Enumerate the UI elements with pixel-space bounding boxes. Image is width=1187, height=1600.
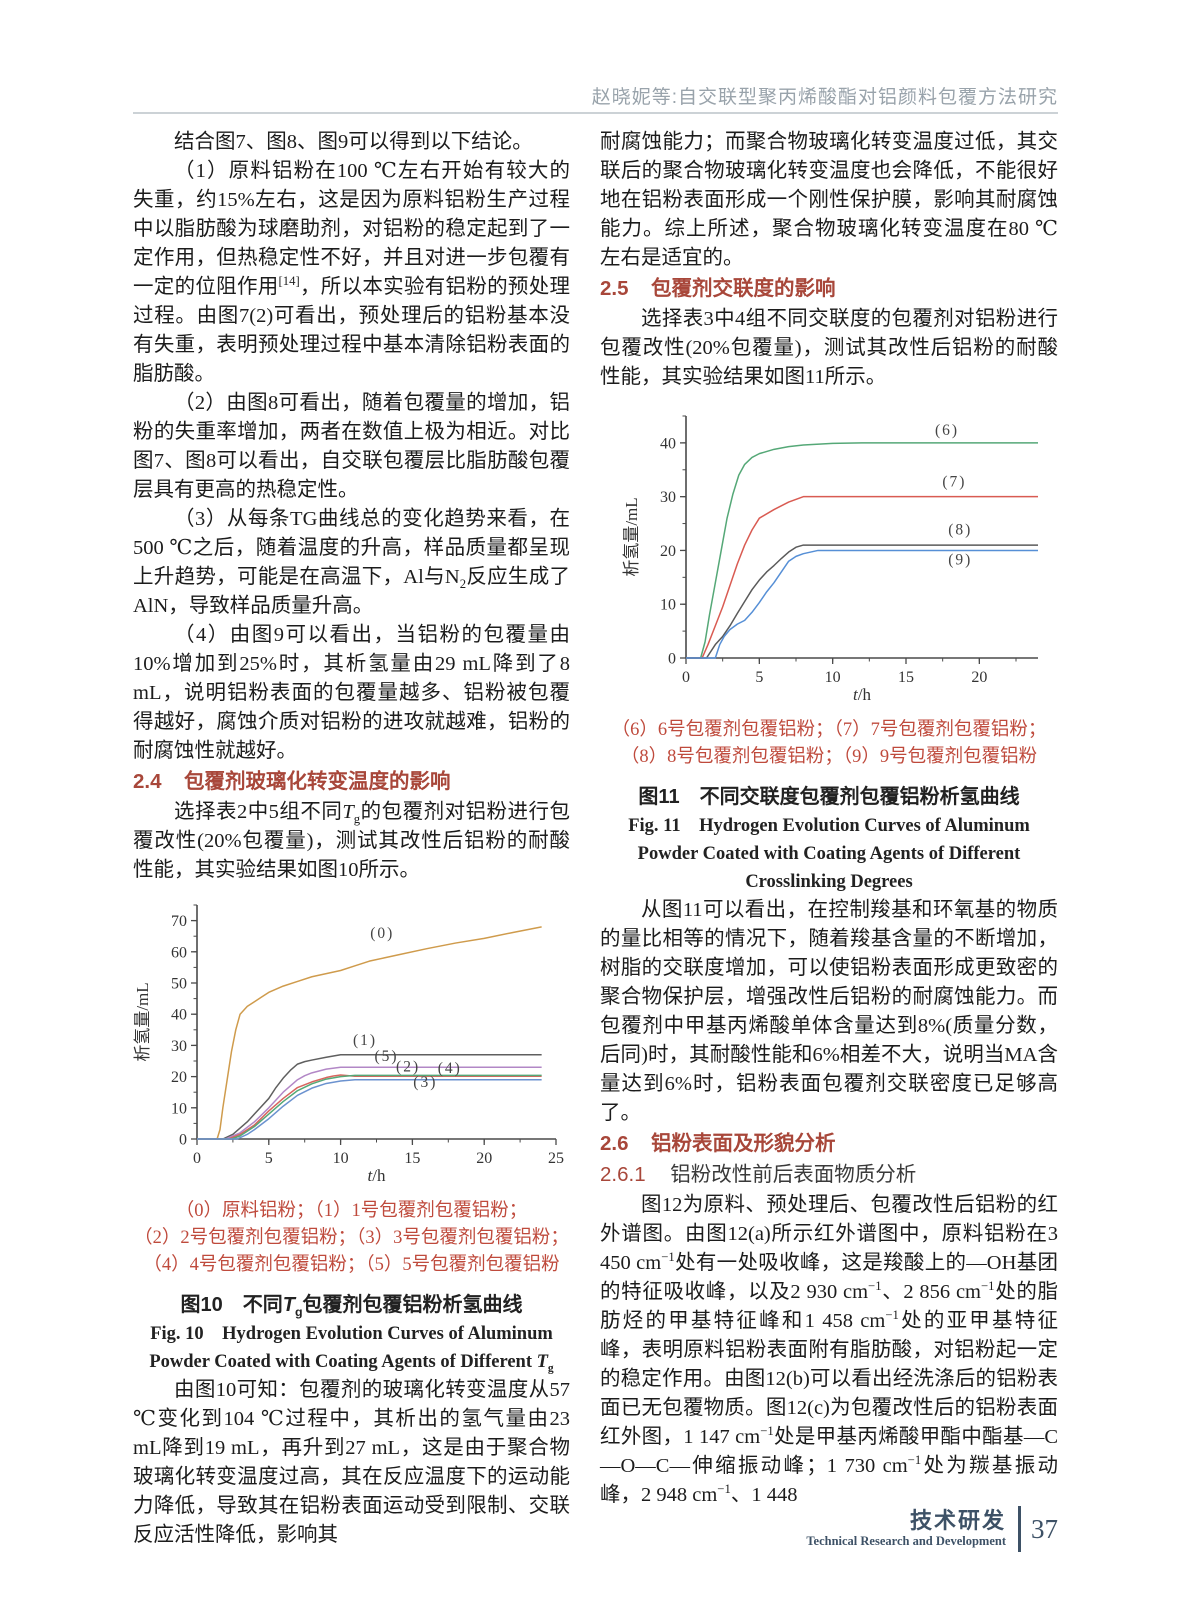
svg-text:20: 20 <box>971 669 987 686</box>
footer-section-labels: 技术研发 Technical Research and Development <box>806 1509 1006 1549</box>
svg-text:20: 20 <box>171 1069 187 1086</box>
header-rule <box>133 112 1058 114</box>
figure-10-chart-container: 0 5 10 15 20 25 0 10 20 30 40 50 60 70 析氢量/mL t/h (0) (1)… <box>133 895 570 1192</box>
svg-text:(5): (5) <box>375 1048 399 1065</box>
svg-text:40: 40 <box>171 1007 187 1024</box>
figure-legend-line: （8）8号包覆剂包覆铝粉；（9）9号包覆剂包覆铝粉 <box>620 747 1038 767</box>
svg-text:t/h: t/h <box>853 685 871 704</box>
svg-text:5: 5 <box>265 1150 273 1167</box>
svg-text:析氢量/mL: 析氢量/mL <box>133 982 152 1061</box>
svg-text:60: 60 <box>171 944 187 961</box>
svg-text:(0): (0) <box>370 925 394 942</box>
svg-text:50: 50 <box>171 976 187 993</box>
svg-text:0: 0 <box>193 1150 201 1167</box>
figure-legend-line: （0）原料铝粉；（1）1号包覆剂包覆铝粉； <box>175 1201 528 1221</box>
svg-text:5: 5 <box>755 669 763 686</box>
section-title: 铝粉表面及形貌分析 <box>651 1132 836 1155</box>
svg-text:(3): (3) <box>413 1074 437 1091</box>
svg-text:(8): (8) <box>948 521 972 538</box>
footer-section-en: Technical Research and Development <box>806 1534 1006 1548</box>
paragraph-section-2-4: 选择表2中5组不同Tg的包覆剂对铝粉进行包覆改性(20%包覆量)，测试其改性后铝… <box>133 801 571 881</box>
svg-text:30: 30 <box>171 1038 187 1055</box>
paragraph-section-2-6: 图12为原料、预处理后、包覆改性后铝粉的红外谱图。由图12(a)所示红外谱图中，… <box>600 1194 1059 1506</box>
figure-legend-line: （2）2号包覆剂包覆铝粉；（3）3号包覆剂包覆铝粉； <box>134 1228 569 1248</box>
section-number: 2.6 <box>600 1132 629 1155</box>
figure-10-caption-cn: 图10 不同Tg包覆剂包覆铝粉析氢曲线 <box>180 1294 523 1319</box>
svg-text:(2): (2) <box>396 1058 420 1075</box>
right-column: 耐腐蚀能力；而聚合物玻璃化转变温度过低，其交联后的聚合物玻璃化转变温度也会降低，… <box>600 128 1058 1550</box>
section-title: 包覆剂交联度的影响 <box>651 277 836 300</box>
section-heading-2-4: 2.4 包覆剂玻璃化转变温度的影响 <box>133 767 570 797</box>
figure-10-caption-en: Fig. 10 Hydrogen Evolution Curves of Alu… <box>149 1324 554 1375</box>
section-heading-2-6-1: 2.6.1 铝粉改性前后表面物质分析 <box>600 1160 1058 1190</box>
figure-legend-line: （4）4号包覆剂包覆铝粉；（5）5号包覆剂包覆铝粉 <box>143 1255 560 1275</box>
paragraph-conclusion-3: （3）从每条TG曲线总的变化趋势来看，在500 ℃之后，随着温度的升高，样品质量… <box>133 508 571 617</box>
svg-text:(7): (7) <box>942 473 966 490</box>
section-heading-2-6: 2.6 铝粉表面及形貌分析 <box>600 1129 1058 1159</box>
svg-text:30: 30 <box>660 489 676 506</box>
paragraph-conclusion-2: （2）由图8可看出，随着包覆量的增加，铝粉的失重率增加，两者在数值上极为相近。对… <box>133 392 570 501</box>
svg-text:(1): (1) <box>353 1032 377 1049</box>
svg-text:t/h: t/h <box>368 1166 386 1185</box>
section-title: 包覆剂玻璃化转变温度的影响 <box>184 770 451 793</box>
paragraph-conclusion-1: （1）原料铝粉在100 ℃左右开始有较大的失重，约15%左右，这是因为原料铝粉生… <box>133 160 571 385</box>
section-heading-2-5: 2.5 包覆剂交联度的影响 <box>600 274 1058 304</box>
page-footer: 技术研发 Technical Research and Development … <box>806 1506 1058 1552</box>
paragraph-section-2-5: 选择表3中4组不同交联度的包覆剂对铝粉进行包覆改性(20%包覆量)，测试其改性后… <box>600 308 1058 388</box>
paragraph-after-figure-10: 由图10可知：包覆剂的玻璃化转变温度从57 ℃变化到104 ℃过程中，其析出的氢… <box>133 1379 570 1546</box>
svg-text:15: 15 <box>898 669 914 686</box>
figure-11-legend: （6）6号包覆剂包覆铝粉；（7）7号包覆剂包覆铝粉； （8）8号包覆剂包覆铝粉；… <box>600 717 1058 771</box>
svg-text:10: 10 <box>171 1100 187 1117</box>
svg-text:10: 10 <box>660 597 676 614</box>
section-title: 铝粉改性前后表面物质分析 <box>670 1163 917 1186</box>
figure-legend-line: （6）6号包覆剂包覆铝粉；（7）7号包覆剂包覆铝粉； <box>611 720 1047 740</box>
svg-text:0: 0 <box>682 669 690 686</box>
footer-section-cn: 技术研发 <box>909 1508 1006 1533</box>
figure-11-caption-en: Fig. 11 Hydrogen Evolution Curves of Alu… <box>628 816 1030 892</box>
figure-11: 0 5 10 15 20 0 10 20 30 40 析氢量/mL t/h (6) (7) (8) (9) （… <box>600 406 1058 896</box>
article-body: 结合图7、图8、图9可以得到以下结论。 （1）原料铝粉在100 ℃左右开始有较大… <box>133 128 1058 1550</box>
section-number: 2.6.1 <box>600 1163 646 1186</box>
page-number: 37 <box>1031 1513 1058 1544</box>
figure-11-chart: 0 5 10 15 20 0 10 20 30 40 析氢量/mL t/h (6) (7) (8) (9) <box>622 415 1038 704</box>
svg-text:15: 15 <box>404 1150 420 1167</box>
section-number: 2.4 <box>133 770 162 793</box>
svg-text:20: 20 <box>476 1150 492 1167</box>
figure-10-chart: 0 5 10 15 20 25 0 10 20 30 40 50 60 70 析氢量/mL t/h (0) (1)… <box>133 904 564 1185</box>
footer-divider <box>1018 1506 1021 1552</box>
figure-10-legend: （0）原料铝粉；（1）1号包覆剂包覆铝粉； （2）2号包覆剂包覆铝粉；（3）3号… <box>133 1198 570 1279</box>
svg-text:25: 25 <box>548 1150 564 1167</box>
svg-text:(6): (6) <box>935 422 959 439</box>
svg-text:0: 0 <box>179 1132 187 1149</box>
paragraph-conclusion-4: （4）由图9可以看出，当铝粉的包覆量由10%增加到25%时，其析氢量由29 mL… <box>133 624 570 762</box>
svg-text:20: 20 <box>660 543 676 560</box>
svg-text:(9): (9) <box>948 551 972 568</box>
svg-text:0: 0 <box>668 651 676 668</box>
figure-11-caption-cn: 图11 不同交联度包覆剂包覆铝粉析氢曲线 <box>638 786 1020 808</box>
svg-text:10: 10 <box>825 669 841 686</box>
svg-text:(4): (4) <box>438 1060 462 1077</box>
running-header-title: 赵晓妮等:自交联型聚丙烯酸酯对铝颜料包覆方法研究 <box>591 87 1058 108</box>
svg-text:析氢量/mL: 析氢量/mL <box>622 497 641 576</box>
section-number: 2.5 <box>600 277 629 300</box>
paragraph-continuation: 耐腐蚀能力；而聚合物玻璃化转变温度过低，其交联后的聚合物玻璃化转变温度也会降低，… <box>600 131 1058 269</box>
svg-text:70: 70 <box>171 913 187 930</box>
svg-text:10: 10 <box>333 1150 349 1167</box>
left-column: 结合图7、图8、图9可以得到以下结论。 （1）原料铝粉在100 ℃左右开始有较大… <box>133 128 570 1550</box>
svg-text:40: 40 <box>660 435 676 452</box>
figure-11-chart-container: 0 5 10 15 20 0 10 20 30 40 析氢量/mL t/h (6) (7) (8) (9) <box>622 406 1058 711</box>
figure-10: 0 5 10 15 20 25 0 10 20 30 40 50 60 70 析氢量/mL t/h (0) (1)… <box>133 895 570 1376</box>
paragraph-after-figure-11: 从图11可以看出，在控制羧基和环氧基的物质的量比相等的情况下，随着羧基含量的不断… <box>600 899 1058 1124</box>
paragraph-conclusion-intro: 结合图7、图8、图9可以得到以下结论。 <box>174 131 533 153</box>
